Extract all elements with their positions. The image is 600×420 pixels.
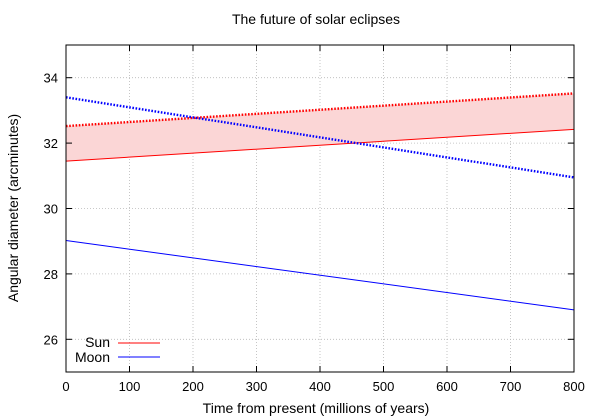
y-tick-label: 26: [44, 332, 58, 347]
y-tick-label: 32: [44, 136, 58, 151]
sun-band-area: [66, 93, 574, 162]
series-line-moon-dotted-3: [65, 96, 575, 179]
legend-label-moon: Moon: [75, 349, 110, 365]
x-tick-label: 100: [119, 379, 141, 394]
y-axis-title: Angular diameter (arcminutes): [5, 114, 21, 302]
x-tick-label: 800: [563, 379, 585, 394]
y-tick-label: 28: [44, 267, 58, 282]
series-line-moon-2: [65, 240, 575, 311]
x-tick-label: 600: [436, 379, 458, 394]
series-lines: [65, 92, 575, 311]
y-tick-label: 34: [44, 71, 58, 86]
x-tick-label: 300: [246, 379, 268, 394]
x-axis-title: Time from present (millions of years): [203, 400, 430, 416]
legend-label-sun: Sun: [85, 334, 110, 350]
y-tick-label: 30: [44, 202, 58, 217]
legend: Sun Moon: [75, 334, 160, 365]
x-tick-label: 500: [373, 379, 395, 394]
tick-labels: 0 100 200 300 400 500 600 700 800 26 28 30 32 34: [44, 71, 585, 394]
axis-ticks: [65, 45, 575, 372]
chart-title: The future of solar eclipses: [232, 11, 400, 27]
x-tick-label: 400: [309, 379, 331, 394]
x-tick-label: 0: [62, 379, 69, 394]
x-tick-label: 700: [500, 379, 522, 394]
series-line-sun-0: [65, 128, 575, 162]
x-tick-label: 200: [182, 379, 204, 394]
